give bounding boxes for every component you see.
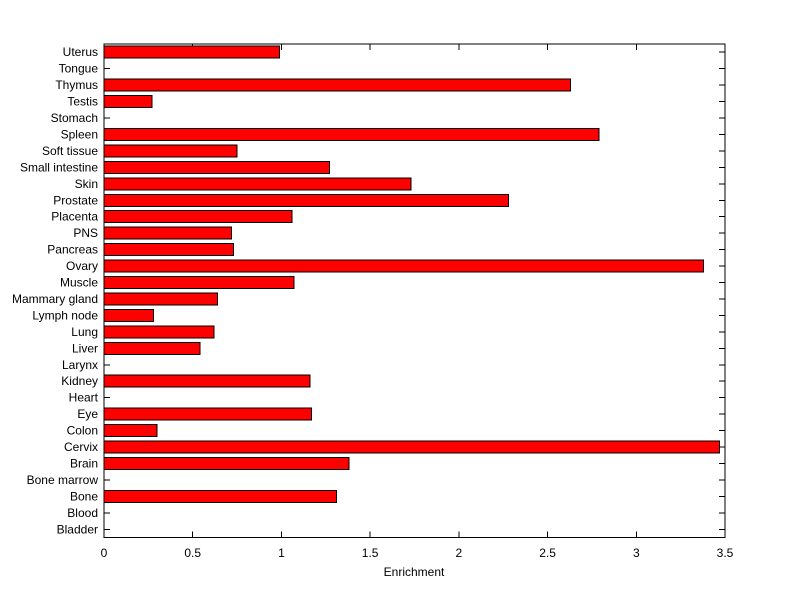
- category-label: Kidney: [61, 374, 98, 388]
- category-label: Liver: [72, 341, 98, 355]
- bar: [103, 78, 572, 92]
- category-label: Placenta: [51, 210, 98, 224]
- category-label: Heart: [69, 391, 99, 405]
- category-label: Bladder: [57, 522, 98, 536]
- axes-frame: [103, 43, 726, 538]
- category-label: Larynx: [62, 358, 98, 372]
- x-tick-label: 2.5: [539, 546, 556, 560]
- x-tick-label: 2: [456, 546, 463, 560]
- bar: [103, 95, 153, 109]
- category-label: PNS: [73, 226, 98, 240]
- category-label: Uterus: [63, 45, 98, 59]
- category-label: Colon: [67, 424, 98, 438]
- category-label: Cervix: [64, 440, 98, 454]
- category-label: Skin: [75, 177, 98, 191]
- category-label: Prostate: [53, 193, 98, 207]
- bar: [103, 341, 201, 355]
- plot-area: 0 0.5 1 1.5 2 2.5 3 3.5 Uterus Tongue Thymus Testis…: [12, 43, 734, 560]
- bar: [103, 276, 295, 290]
- x-tick-label: 0.5: [184, 546, 201, 560]
- bar: [103, 374, 311, 388]
- category-label: Brain: [70, 456, 98, 470]
- category-label: Bone: [70, 489, 98, 503]
- bar: [103, 144, 238, 158]
- x-tick-label: 3.5: [717, 546, 734, 560]
- bar: [103, 127, 600, 141]
- x-tick-label: 1.5: [362, 546, 379, 560]
- x-axis-label: Enrichment: [384, 565, 445, 579]
- category-label: Soft tissue: [42, 144, 98, 158]
- category-label: Mammary gland: [12, 292, 98, 306]
- bar: [103, 424, 158, 438]
- bar: [103, 226, 233, 240]
- category-label: Stomach: [51, 111, 98, 125]
- bar: [103, 193, 510, 207]
- x-tick-label: 0: [101, 546, 108, 560]
- category-label: Ovary: [66, 259, 98, 273]
- bar: [103, 407, 313, 421]
- bar: [103, 210, 293, 224]
- category-label: Testis: [67, 95, 98, 109]
- bar: [103, 160, 330, 174]
- category-label: Blood: [67, 506, 98, 520]
- bar: [103, 489, 337, 503]
- category-label: Spleen: [61, 127, 98, 141]
- category-label: Small intestine: [20, 160, 98, 174]
- category-label: Eye: [77, 407, 98, 421]
- category-label: Bone marrow: [27, 473, 99, 487]
- bar: [103, 243, 235, 257]
- bar: [103, 292, 219, 306]
- category-label: Muscle: [60, 276, 98, 290]
- category-label: Tongue: [59, 62, 99, 76]
- x-tick-label: 3: [633, 546, 640, 560]
- bar: [103, 440, 721, 454]
- category-label: Pancreas: [47, 243, 98, 257]
- category-label: Lung: [71, 325, 98, 339]
- bar: [103, 259, 705, 273]
- category-label: Thymus: [55, 78, 98, 92]
- bar: [103, 308, 155, 322]
- bar: [103, 456, 350, 470]
- bar: [103, 45, 281, 59]
- x-tick-label: 1: [278, 546, 285, 560]
- bar: [103, 177, 412, 191]
- bar: [103, 325, 215, 339]
- category-label: Lymph node: [32, 308, 98, 322]
